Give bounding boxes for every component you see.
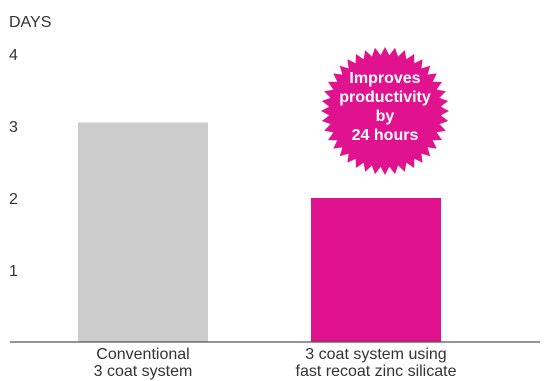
starburst-text: productivity — [339, 89, 431, 106]
y-tick-label: 1 — [9, 263, 18, 280]
x-category-label: 3 coat system — [94, 363, 193, 380]
y-unit-label: DAYS — [9, 14, 52, 31]
x-category-label: 3 coat system using — [305, 346, 446, 363]
starburst-text: 24 hours — [352, 127, 419, 144]
bar — [78, 122, 208, 343]
starburst-badge — [321, 47, 449, 175]
starburst-text: Improves — [349, 70, 420, 87]
y-tick-label: 4 — [9, 47, 18, 64]
x-category-label: fast recoat zinc silicate — [296, 363, 457, 380]
starburst-text: by — [376, 108, 395, 125]
bar — [311, 198, 441, 342]
y-tick-label: 3 — [9, 119, 18, 136]
y-tick-label: 2 — [9, 191, 18, 208]
x-category-label: Conventional — [96, 346, 189, 363]
